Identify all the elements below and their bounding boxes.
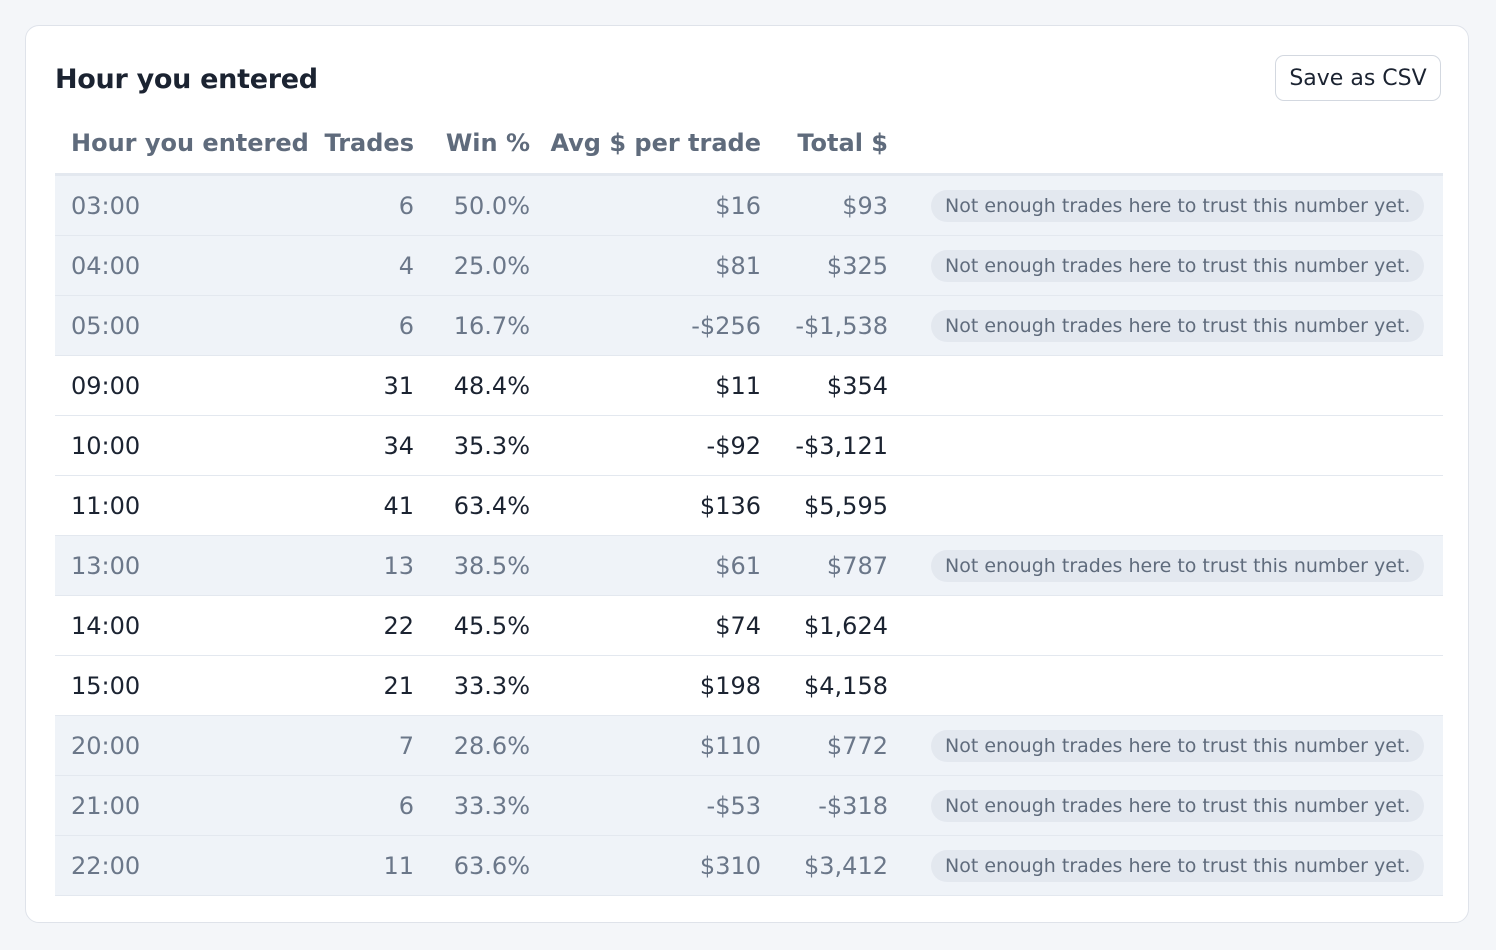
- trades-cell: 34: [383, 432, 414, 460]
- avg-per-trade-cell: $74: [715, 612, 761, 640]
- win-rate-cell: 63.4%: [453, 492, 530, 520]
- table-row: 15:00 21 33.3% $198 $4,158: [55, 656, 1443, 716]
- table-row: 14:00 22 45.5% $74 $1,624: [55, 596, 1443, 656]
- table-row: 20:00 7 28.6% $110 $772 Not enough trades her…: [55, 716, 1443, 776]
- total-cell: -$318: [818, 792, 888, 820]
- table-body: 03:00 6 50.0% $16 $93 Not enough trades here …: [55, 176, 1443, 896]
- column-header-hour[interactable]: Hour you entered: [71, 129, 309, 157]
- column-header-avg[interactable]: Avg $ per trade: [550, 129, 761, 157]
- win-rate-cell: 63.6%: [453, 852, 530, 880]
- trades-cell: 11: [383, 852, 414, 880]
- total-cell: -$3,121: [795, 432, 888, 460]
- hour-cell: 22:00: [71, 852, 141, 880]
- table-row: 03:00 6 50.0% $16 $93 Not enough trades here …: [55, 176, 1443, 236]
- win-rate-cell: 25.0%: [453, 252, 530, 280]
- table-row: 09:00 31 48.4% $11 $354: [55, 356, 1443, 416]
- save-as-csv-button[interactable]: Save as CSV: [1275, 55, 1441, 101]
- table-row: 13:00 13 38.5% $61 $787 Not enough trades her…: [55, 536, 1443, 596]
- trades-cell: 31: [383, 372, 414, 400]
- column-header-total[interactable]: Total $: [797, 129, 888, 157]
- hour-cell: 13:00: [71, 552, 141, 580]
- trades-cell: 6: [398, 192, 414, 220]
- column-header-win[interactable]: Win %: [445, 129, 530, 157]
- hour-cell: 04:00: [71, 252, 141, 280]
- hour-cell: 11:00: [71, 492, 141, 520]
- total-cell: -$1,538: [795, 312, 888, 340]
- total-cell: $772: [826, 732, 888, 760]
- trades-cell: 7: [398, 732, 414, 760]
- trades-cell: 41: [383, 492, 414, 520]
- low-sample-badge: Not enough trades here to trust this num…: [931, 850, 1425, 882]
- hour-cell: 09:00: [71, 372, 141, 400]
- avg-per-trade-cell: $136: [699, 492, 761, 520]
- hour-cell: 20:00: [71, 732, 141, 760]
- trades-cell: 6: [398, 312, 414, 340]
- win-rate-cell: 28.6%: [453, 732, 530, 760]
- avg-per-trade-cell: -$92: [706, 432, 761, 460]
- win-rate-cell: 33.3%: [453, 792, 530, 820]
- total-cell: $787: [826, 552, 888, 580]
- total-cell: $5,595: [804, 492, 888, 520]
- avg-per-trade-cell: $110: [699, 732, 761, 760]
- hour-cell: 14:00: [71, 612, 141, 640]
- table-row: 11:00 41 63.4% $136 $5,595: [55, 476, 1443, 536]
- hour-stats-card: Hour you entered Save as CSV Hour you en…: [25, 25, 1469, 923]
- hour-cell: 21:00: [71, 792, 141, 820]
- avg-per-trade-cell: $81: [715, 252, 761, 280]
- avg-per-trade-cell: -$53: [706, 792, 761, 820]
- table-header: Hour you entered Trades Win % Avg $ per …: [55, 116, 1443, 176]
- avg-per-trade-cell: $11: [715, 372, 761, 400]
- total-cell: $325: [826, 252, 888, 280]
- low-sample-badge: Not enough trades here to trust this num…: [931, 250, 1425, 282]
- total-cell: $1,624: [804, 612, 888, 640]
- win-rate-cell: 50.0%: [453, 192, 530, 220]
- win-rate-cell: 48.4%: [453, 372, 530, 400]
- table-row: 21:00 6 33.3% -$53 -$318 Not enough trades he…: [55, 776, 1443, 836]
- table-row: 10:00 34 35.3% -$92 -$3,121: [55, 416, 1443, 476]
- low-sample-badge: Not enough trades here to trust this num…: [931, 550, 1425, 582]
- total-cell: $354: [826, 372, 888, 400]
- card-title: Hour you entered: [55, 64, 318, 95]
- hour-cell: 03:00: [71, 192, 141, 220]
- hour-cell: 15:00: [71, 672, 141, 700]
- avg-per-trade-cell: $310: [699, 852, 761, 880]
- win-rate-cell: 45.5%: [453, 612, 530, 640]
- trades-cell: 4: [398, 252, 414, 280]
- table-row: 22:00 11 63.6% $310 $3,412 Not enough trades …: [55, 836, 1443, 896]
- trades-cell: 21: [383, 672, 414, 700]
- win-rate-cell: 33.3%: [453, 672, 530, 700]
- hour-cell: 10:00: [71, 432, 141, 460]
- avg-per-trade-cell: $16: [715, 192, 761, 220]
- hour-stats-table: Hour you entered Trades Win % Avg $ per …: [55, 116, 1443, 896]
- low-sample-badge: Not enough trades here to trust this num…: [931, 190, 1425, 222]
- total-cell: $3,412: [804, 852, 888, 880]
- total-cell: $93: [842, 192, 888, 220]
- avg-per-trade-cell: -$256: [691, 312, 761, 340]
- avg-per-trade-cell: $61: [715, 552, 761, 580]
- low-sample-badge: Not enough trades here to trust this num…: [931, 730, 1425, 762]
- trades-cell: 6: [398, 792, 414, 820]
- trades-cell: 13: [383, 552, 414, 580]
- trades-cell: 22: [383, 612, 414, 640]
- win-rate-cell: 38.5%: [453, 552, 530, 580]
- table-row: 05:00 6 16.7% -$256 -$1,538 Not enough trades…: [55, 296, 1443, 356]
- low-sample-badge: Not enough trades here to trust this num…: [931, 310, 1425, 342]
- win-rate-cell: 16.7%: [453, 312, 530, 340]
- hour-cell: 05:00: [71, 312, 141, 340]
- table-row: 04:00 4 25.0% $81 $325 Not enough trades here…: [55, 236, 1443, 296]
- win-rate-cell: 35.3%: [453, 432, 530, 460]
- total-cell: $4,158: [804, 672, 888, 700]
- low-sample-badge: Not enough trades here to trust this num…: [931, 790, 1425, 822]
- column-header-trades[interactable]: Trades: [324, 129, 414, 157]
- avg-per-trade-cell: $198: [699, 672, 761, 700]
